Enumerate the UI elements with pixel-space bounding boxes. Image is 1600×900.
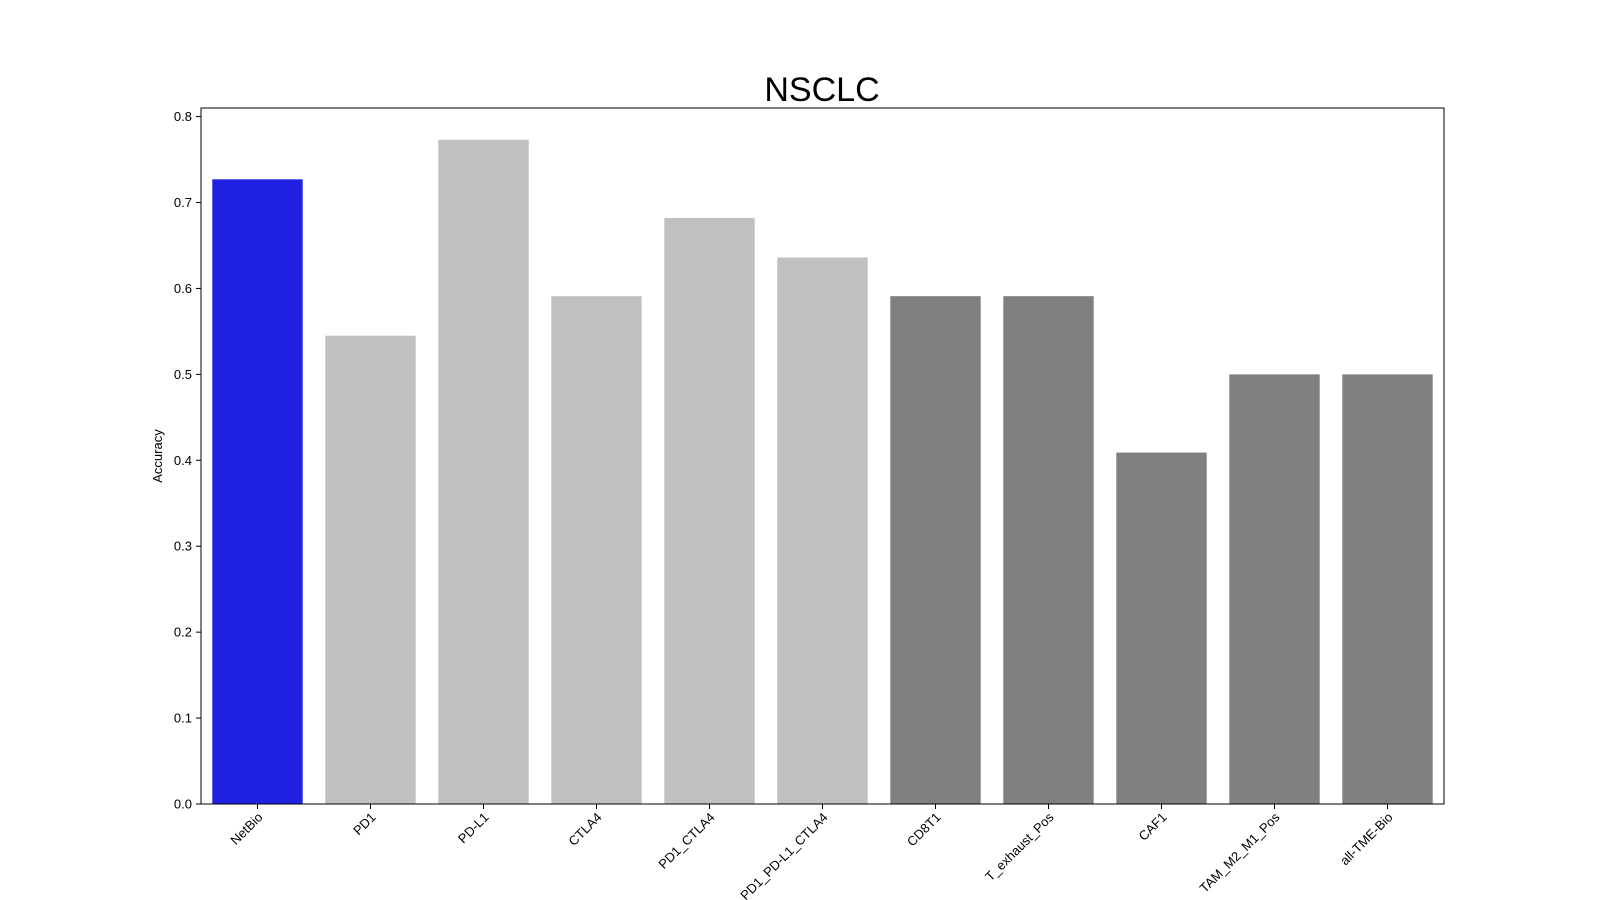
x-tick-label: CAF1 <box>1136 810 1170 844</box>
bar-CAF1 <box>1116 452 1207 804</box>
y-tick-label: 0.8 <box>174 109 192 124</box>
y-tick-label: 0.7 <box>174 195 192 210</box>
y-axis: 0.0 0.1 0.2 0.3 0.4 0.5 0.6 0.7 0.8 <box>174 109 201 812</box>
x-tick-label: PD1_PD-L1_CTLA4 <box>737 810 830 900</box>
y-tick-label: 0.0 <box>174 797 192 812</box>
x-tick-label: TAM_M2_M1_Pos <box>1197 809 1283 895</box>
bar-TAM_M2_M1_Pos <box>1229 374 1320 804</box>
bar-PD-L1 <box>438 139 529 804</box>
y-tick-label: 0.5 <box>174 367 192 382</box>
x-tick-label: PD-L1 <box>455 810 492 847</box>
y-tick-label: 0.3 <box>174 539 192 554</box>
bar-PD1_PD-L1_CTLA4 <box>777 257 868 804</box>
chart-title: NSCLC <box>764 71 879 109</box>
bars-group <box>212 139 1433 805</box>
bar-CD8T1 <box>890 296 981 804</box>
y-axis-label: Accuracy <box>150 429 165 483</box>
bar-T_exhaust_Pos <box>1003 296 1094 804</box>
y-tick-label: 0.1 <box>174 711 192 726</box>
bar-CTLA4 <box>551 296 642 804</box>
x-tick-label: NetBio <box>227 810 265 848</box>
x-tick-label: CTLA4 <box>565 810 604 849</box>
x-tick-label: PD1 <box>350 810 378 838</box>
x-tick-label: CD8T1 <box>904 810 944 850</box>
bar-PD1_CTLA4 <box>664 217 755 805</box>
x-axis: NetBio PD1 PD-L1 CTLA4 PD1_CTLA4 PD1_PD-L1_CT… <box>227 804 1396 900</box>
bar-PD1 <box>325 335 416 804</box>
x-tick-label: all-TME-Bio <box>1337 810 1396 869</box>
bar-all-TME-Bio <box>1342 374 1433 804</box>
y-tick-label: 0.6 <box>174 281 192 296</box>
y-tick-label: 0.4 <box>174 453 192 468</box>
y-tick-label: 0.2 <box>174 625 192 640</box>
bar-NetBio <box>212 179 303 805</box>
x-tick-label: T_exhaust_Pos <box>982 809 1057 884</box>
x-tick-label: PD1_CTLA4 <box>655 810 717 872</box>
